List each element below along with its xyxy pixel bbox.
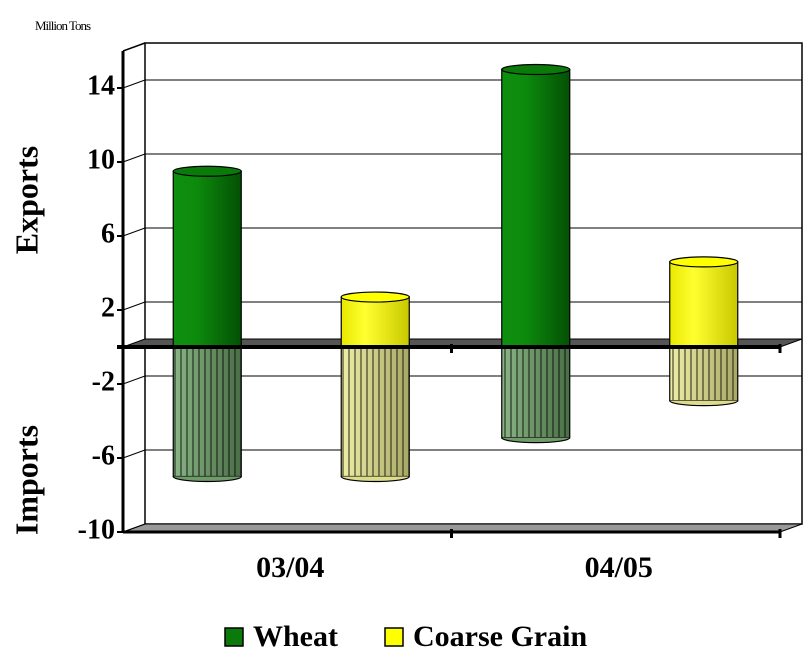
legend-label: Wheat [253, 620, 338, 653]
import-bar-stripes [341, 347, 410, 477]
bar [501, 68, 571, 348]
grid-line-side [122, 523, 146, 533]
y-tick-label: -6 [92, 440, 115, 471]
y-tick-label: 10 [87, 144, 115, 175]
y-tick-label: -10 [78, 514, 115, 545]
side-wall-edge [122, 42, 146, 52]
grid-line-side [122, 449, 146, 459]
legend-label: Coarse Grain [413, 620, 587, 653]
grid-line-side [122, 153, 146, 163]
bar-cap [340, 291, 410, 303]
grid-line-side [122, 301, 146, 311]
x-tick-label: 04/05 [585, 551, 653, 584]
bar-cap [501, 63, 571, 76]
grid-line-side [122, 227, 146, 237]
grid-line-side [122, 79, 146, 89]
import-bar-base [501, 437, 571, 444]
legend-swatch [224, 627, 244, 647]
import-bar-base [340, 476, 410, 483]
y-tick-label: -2 [92, 366, 115, 397]
import-bar-stripes [173, 347, 242, 477]
bars: 03/04 04/05 [117, 63, 782, 584]
grid: -10 -6 -2 2 6 10 14 [78, 70, 803, 545]
legend-swatch [384, 627, 404, 647]
import-bar-stripes [669, 347, 738, 401]
legend: Wheat Coarse Grain [224, 620, 587, 653]
bar-cap [172, 165, 242, 177]
bar [172, 170, 242, 348]
import-bar-base [669, 400, 739, 407]
bar-cap [669, 256, 739, 268]
x-tick-label: 03/04 [256, 551, 324, 584]
bar [340, 296, 410, 348]
y-axis-label: Exports [8, 146, 44, 254]
unit-label: Million Tons [35, 18, 91, 33]
y-tick-label: 2 [101, 292, 115, 323]
y-tick-label: 6 [101, 218, 115, 249]
import-bar-stripes [501, 347, 570, 438]
y-tick-label: 14 [87, 70, 115, 101]
bar [669, 261, 739, 348]
import-bar-base [172, 476, 242, 483]
grid-line-side [122, 375, 146, 385]
y-axis-label: Imports [8, 425, 44, 535]
